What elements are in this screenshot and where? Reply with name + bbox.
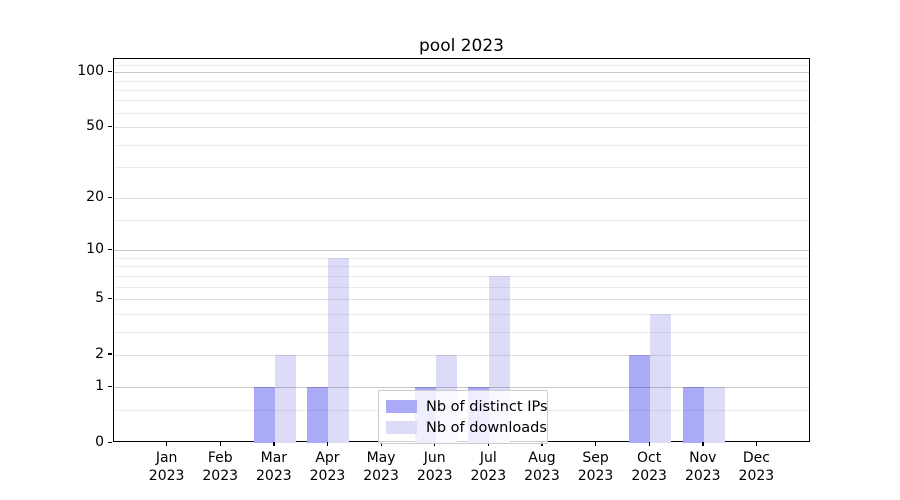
y-tick-mark [108,441,112,443]
x-tick-label: Dec 2023 [738,450,775,484]
gridline [114,64,809,66]
x-tick-label: Jul 2023 [470,450,507,484]
y-tick-label: 2 [95,345,104,362]
y-tick-label: 10 [86,241,104,258]
y-tick-label: 50 [86,118,104,135]
gridline [114,266,809,268]
gridline [114,220,809,222]
y-tick-mark [108,385,112,388]
chart-title: pool 2023 [419,36,504,56]
x-tick-mark [219,442,222,446]
x-tick-label: Jun 2023 [416,450,453,484]
bar-downloads [274,354,296,443]
gridline [114,144,809,146]
legend-swatch-distinct-ips [386,400,417,413]
gridline [114,89,809,91]
legend-item-downloads: Nb of downloads [386,417,547,438]
x-tick-mark [487,442,490,446]
legend-swatch-downloads [386,421,417,434]
gridline [114,80,809,82]
bar-distinct-ips [307,387,329,443]
y-tick-label: 100 [77,63,104,80]
x-tick-mark [434,442,436,446]
y-tick-mark [108,196,112,199]
x-tick-mark [541,442,543,446]
legend-label-distinct-ips: Nb of distinct IPs [426,398,548,415]
x-tick-mark [166,442,168,446]
legend: Nb of distinct IPs Nb of downloads [378,390,548,444]
gridline [114,313,809,315]
gridline [114,331,809,333]
gridline [114,112,809,114]
x-tick-label: Aug 2023 [524,450,560,484]
x-tick-label: Mar 2023 [256,450,292,484]
gridline [114,127,809,129]
y-tick-label: 5 [95,290,104,307]
gridline [114,275,809,277]
bar-downloads [650,313,672,443]
x-tick-mark [755,442,758,446]
gridline [114,198,809,200]
x-tick-label: Apr 2023 [309,450,346,484]
x-tick-mark [702,442,704,446]
x-tick-mark [326,442,329,446]
gridline [114,250,809,252]
gridline [114,100,809,102]
gridline [114,354,809,356]
gridline [114,72,809,74]
gridline [114,286,809,288]
y-tick-mark [108,125,112,127]
y-tick-label: 1 [95,378,104,395]
x-tick-label: Nov 2023 [684,450,721,484]
x-tick-mark [595,442,597,446]
gridline [114,299,809,301]
x-tick-label: Sep 2023 [577,450,614,484]
gridline [114,387,809,389]
y-tick-mark [108,248,112,251]
x-tick-label: Feb 2023 [202,450,239,484]
bar-downloads [328,257,350,443]
legend-label-downloads: Nb of downloads [426,419,547,436]
x-tick-mark [273,442,275,446]
y-tick-mark [108,353,112,355]
y-tick-mark [108,70,112,72]
x-tick-label: Oct 2023 [631,450,667,484]
x-tick-mark [648,442,650,446]
gridline [114,167,809,169]
y-tick-label: 20 [86,189,104,206]
legend-item-distinct-ips: Nb of distinct IPs [386,396,548,417]
plot-area [113,58,810,443]
bar-distinct-ips [253,387,275,443]
y-tick-label: 0 [95,434,104,450]
y-tick-mark [108,297,112,299]
x-tick-mark [380,442,382,446]
x-tick-label: May 2023 [363,450,399,484]
bar-downloads [703,387,725,443]
bar-distinct-ips [682,387,704,443]
bar-distinct-ips [629,354,651,443]
gridline [114,257,809,259]
x-tick-label: Jan 2023 [148,450,185,484]
